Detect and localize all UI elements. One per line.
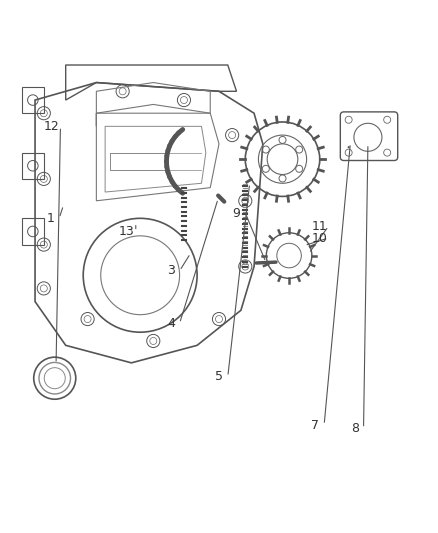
Text: 1: 1 [46, 212, 54, 225]
Text: 13: 13 [119, 225, 135, 238]
Text: 8: 8 [351, 422, 359, 435]
Text: 11: 11 [312, 220, 328, 233]
Text: 7: 7 [311, 418, 319, 432]
Text: 3: 3 [167, 264, 175, 277]
Text: 10: 10 [312, 231, 328, 245]
Text: 4: 4 [167, 317, 175, 330]
Text: 5: 5 [215, 370, 223, 383]
Text: 9: 9 [233, 207, 240, 220]
Text: 12: 12 [44, 120, 60, 133]
